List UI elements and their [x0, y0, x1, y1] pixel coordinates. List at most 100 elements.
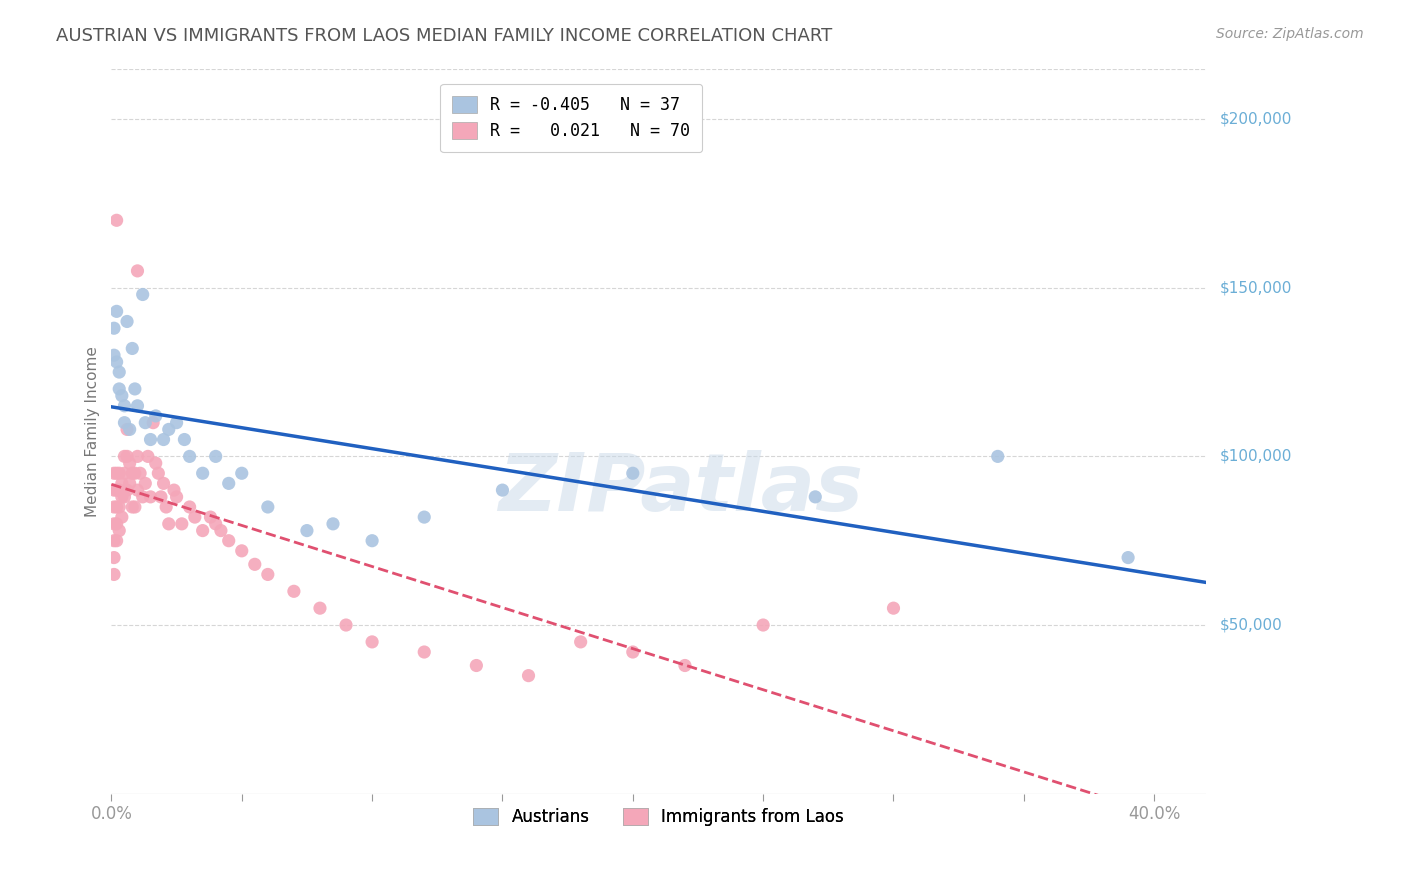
Point: [105, 533, 128, 548]
Point: [103, 550, 125, 565]
Text: $200,000: $200,000: [1220, 112, 1292, 127]
Point: [124, 467, 146, 481]
Point: [105, 355, 128, 369]
Point: [127, 264, 149, 278]
Point: [115, 314, 138, 328]
Point: [204, 450, 226, 464]
Point: [155, 500, 177, 514]
Point: [179, 500, 201, 514]
Point: [108, 500, 131, 514]
Point: [127, 450, 149, 464]
Text: Source: ZipAtlas.com: Source: ZipAtlas.com: [1216, 27, 1364, 41]
Point: [114, 416, 136, 430]
Point: [517, 668, 540, 682]
Point: [569, 635, 592, 649]
Point: [105, 213, 128, 227]
Point: [218, 533, 240, 548]
Point: [108, 524, 131, 538]
Text: $150,000: $150,000: [1220, 280, 1292, 295]
Point: [136, 450, 159, 464]
Point: [103, 533, 125, 548]
Point: [121, 467, 143, 481]
Point: [121, 500, 143, 514]
Point: [103, 348, 125, 362]
Legend: Austrians, Immigrants from Laos: Austrians, Immigrants from Laos: [464, 798, 855, 836]
Point: [111, 510, 134, 524]
Point: [987, 450, 1010, 464]
Text: $100,000: $100,000: [1220, 449, 1292, 464]
Point: [413, 510, 436, 524]
Point: [108, 467, 131, 481]
Point: [103, 516, 125, 531]
Point: [218, 476, 240, 491]
Point: [149, 490, 172, 504]
Point: [139, 490, 162, 504]
Point: [256, 567, 278, 582]
Point: [134, 416, 156, 430]
Point: [121, 342, 143, 356]
Point: [804, 490, 827, 504]
Point: [752, 618, 775, 632]
Point: [191, 467, 214, 481]
Point: [184, 510, 207, 524]
Point: [157, 516, 180, 531]
Point: [108, 382, 131, 396]
Point: [163, 483, 186, 497]
Point: [209, 524, 232, 538]
Point: [139, 433, 162, 447]
Point: [118, 476, 141, 491]
Point: [361, 635, 384, 649]
Point: [103, 483, 125, 497]
Point: [204, 516, 226, 531]
Point: [166, 416, 188, 430]
Point: [129, 467, 152, 481]
Point: [105, 483, 128, 497]
Point: [173, 433, 195, 447]
Point: [283, 584, 305, 599]
Point: [170, 516, 193, 531]
Text: $50,000: $50,000: [1220, 617, 1282, 632]
Point: [105, 500, 128, 514]
Point: [309, 601, 332, 615]
Point: [361, 533, 384, 548]
Point: [115, 422, 138, 436]
Point: [673, 658, 696, 673]
Point: [152, 476, 174, 491]
Point: [105, 304, 128, 318]
Point: [114, 450, 136, 464]
Point: [118, 456, 141, 470]
Text: AUSTRIAN VS IMMIGRANTS FROM LAOS MEDIAN FAMILY INCOME CORRELATION CHART: AUSTRIAN VS IMMIGRANTS FROM LAOS MEDIAN …: [56, 27, 832, 45]
Point: [256, 500, 278, 514]
Point: [108, 483, 131, 497]
Point: [145, 456, 167, 470]
Point: [127, 483, 149, 497]
Point: [322, 516, 344, 531]
Point: [124, 382, 146, 396]
Point: [465, 658, 488, 673]
Point: [491, 483, 513, 497]
Point: [142, 416, 165, 430]
Point: [621, 645, 644, 659]
Point: [124, 500, 146, 514]
Point: [295, 524, 318, 538]
Point: [131, 490, 153, 504]
Point: [243, 558, 266, 572]
Point: [145, 409, 167, 423]
Point: [179, 450, 201, 464]
Point: [111, 476, 134, 491]
Point: [103, 321, 125, 335]
Point: [152, 433, 174, 447]
Point: [231, 544, 253, 558]
Point: [231, 467, 253, 481]
Text: ZIPatlas: ZIPatlas: [498, 450, 863, 528]
Point: [200, 510, 222, 524]
Point: [114, 490, 136, 504]
Point: [134, 476, 156, 491]
Point: [103, 500, 125, 514]
Point: [108, 365, 131, 379]
Point: [114, 467, 136, 481]
Point: [103, 467, 125, 481]
Point: [166, 490, 188, 504]
Point: [115, 483, 138, 497]
Point: [157, 422, 180, 436]
